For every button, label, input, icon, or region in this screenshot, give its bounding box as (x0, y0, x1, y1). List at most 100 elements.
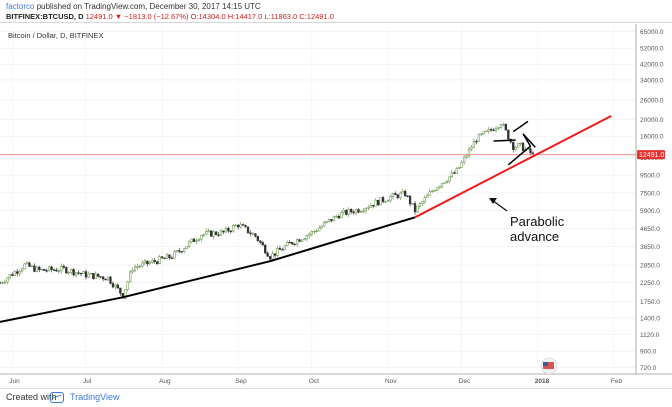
candle-body (116, 284, 120, 289)
candle-body (119, 287, 122, 294)
candle-body (315, 230, 318, 233)
candle-body (138, 265, 142, 268)
candle-body (408, 195, 412, 205)
candle-body (347, 209, 350, 215)
candle-body (60, 265, 63, 272)
candle-body (399, 192, 402, 199)
candle-body (394, 193, 397, 195)
candle-body (487, 129, 490, 132)
candle-body (62, 265, 65, 268)
candle-body (293, 243, 296, 246)
ohlc-values: 12491.0 ▼ −1813.0 (−12.67%) O:14304.0 H:… (85, 12, 334, 21)
candle-body (512, 141, 515, 150)
candle-body (241, 224, 245, 226)
trendline-black (0, 216, 416, 323)
candle-body (453, 172, 456, 174)
candle-body (472, 141, 476, 148)
candle-body (396, 194, 399, 199)
candle-body (295, 239, 299, 245)
candle-body (52, 269, 56, 271)
candle-body (200, 235, 203, 240)
candle-body (114, 284, 117, 288)
candle-body (300, 239, 304, 242)
candle-body (187, 241, 191, 247)
candle-body (502, 124, 505, 126)
candle-body (151, 260, 154, 263)
y-tick-label: 1750.0 (640, 299, 660, 306)
author-link[interactable]: factorco (6, 2, 35, 11)
candle-body (440, 183, 444, 187)
candle-body (485, 130, 488, 133)
x-tick-label: 2018 (535, 378, 550, 385)
candle-body (11, 274, 14, 276)
candle-body (124, 289, 127, 299)
candle-body (72, 269, 75, 276)
y-tick-label: 720.0 (640, 365, 657, 372)
candle-body (352, 211, 355, 214)
candle-body (327, 219, 331, 222)
candle-body (278, 248, 282, 250)
candle-body (227, 227, 230, 232)
candle-body (426, 194, 429, 198)
y-tick-label: 42000.0 (640, 62, 664, 69)
y-tick-label: 2250.0 (640, 280, 660, 287)
flag-pattern-line (507, 133, 536, 166)
y-tick-label: 3650.0 (640, 244, 660, 251)
candle-body (489, 129, 493, 131)
candle-body (354, 209, 358, 214)
candle-body (229, 230, 232, 233)
candle-body (232, 225, 235, 232)
candle-body (195, 240, 198, 242)
candle-body (6, 277, 9, 283)
candle-body (148, 262, 151, 265)
candle-body (16, 271, 19, 274)
candle-body (413, 203, 417, 213)
price-chart[interactable]: Bitcoin / Dollar, D, BITFINEX Jun Jul Aug S… (0, 24, 672, 388)
candle-body (401, 190, 404, 194)
candle-body (467, 148, 471, 157)
candle-body (364, 207, 368, 212)
candle-body (106, 276, 110, 281)
footer-bar: Created with TradingView (0, 388, 672, 407)
candle-body (234, 224, 237, 227)
candle-body (8, 274, 11, 279)
candle-body (266, 252, 269, 257)
annotation-line-2: advance (510, 229, 559, 244)
candle-body (431, 190, 434, 193)
candle-body (40, 269, 43, 271)
candle-body (460, 161, 463, 168)
candle-body (192, 238, 196, 242)
candle-body (128, 271, 132, 283)
candle-body (298, 239, 301, 242)
symbol-label: BITFINEX:BTCUSD, D (6, 12, 84, 21)
candle-body (45, 270, 48, 272)
candle-body (406, 195, 409, 198)
candle-body (1, 282, 4, 284)
candle-body (20, 268, 24, 272)
candle-body (480, 133, 483, 135)
candle-body (244, 225, 247, 228)
candle-body (173, 251, 176, 259)
flag-icon[interactable] (540, 357, 558, 375)
candle-body (264, 244, 267, 254)
candle-body (362, 210, 365, 212)
candle-body (313, 230, 316, 233)
candle-body (168, 254, 171, 259)
footer-brand-link[interactable]: TradingView (70, 392, 120, 402)
candle-body (104, 278, 107, 281)
y-tick-label: 20000.0 (640, 117, 664, 124)
candle-body (57, 270, 61, 272)
axes (0, 24, 672, 375)
candle-body (494, 128, 498, 131)
candle-body (205, 231, 208, 235)
candle-body (423, 197, 426, 202)
candle-body (377, 199, 380, 206)
candle-body (25, 262, 29, 265)
candle-body (305, 235, 309, 240)
candle-body (303, 238, 306, 241)
candle-body (92, 273, 95, 279)
x-axis-ticks: Jun Jul Aug Sep Oct Nov Dec 2018 Feb (9, 378, 622, 385)
footer-created-with: Created with (6, 392, 57, 402)
y-tick-label: 1400.0 (640, 316, 660, 323)
price-tag-label: 12491.0 (639, 152, 664, 159)
